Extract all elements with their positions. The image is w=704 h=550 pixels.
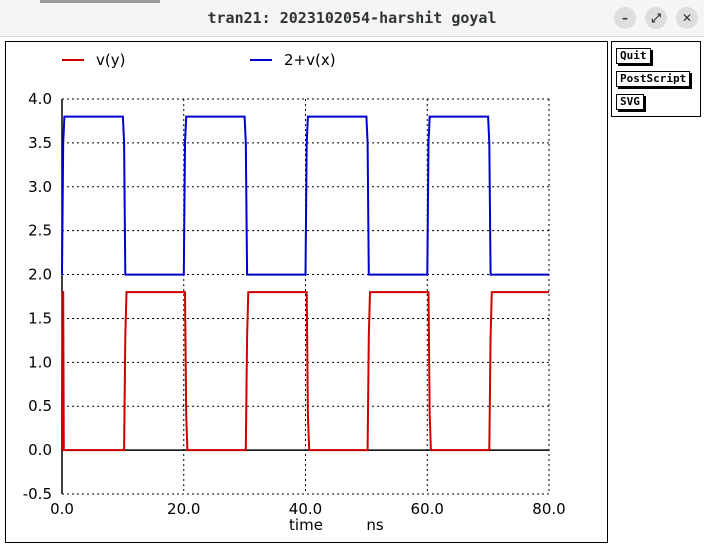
waveform-plot: 4.03.53.02.52.01.51.00.50.0-0.50.0 20.0 40…	[23, 51, 566, 534]
x-tick-label: 0.0	[50, 500, 74, 518]
x-tick-label: 60.0	[411, 500, 444, 518]
button-panel: Quit PostScript SVG	[611, 41, 701, 117]
y-tick-label: 2.0	[28, 266, 52, 284]
y-tick-label: -0.5	[23, 485, 52, 503]
y-tick-label: 3.5	[28, 134, 52, 152]
plot-area[interactable]: 4.0 3.5 3.0 2.5 2.0 1.5 1.0 0.5 0.0 -0.5 0.0 20.0 40…	[5, 41, 608, 543]
series-line-vy	[61, 291, 549, 452]
x-axis-label: time	[289, 516, 323, 534]
window-title: tran21: 2023102054-harshit goyal	[207, 9, 497, 27]
y-tick-label: 1.0	[28, 353, 52, 371]
legend-label-vy: v(y)	[96, 51, 125, 69]
quit-button[interactable]: Quit	[616, 48, 651, 64]
y-tick-label: 2.5	[28, 222, 52, 240]
y-tick-label: 0.5	[28, 397, 52, 415]
y-tick-label: 1.5	[28, 309, 52, 327]
close-button[interactable]: ✕	[676, 7, 698, 29]
y-tick-label: 0.0	[28, 441, 52, 459]
svg-button[interactable]: SVG	[616, 94, 644, 110]
x-tick-label: 40.0	[289, 500, 322, 518]
postscript-button[interactable]: PostScript	[616, 71, 691, 87]
maximize-button[interactable]: ⤢	[645, 7, 667, 29]
x-axis-unit: ns	[366, 516, 384, 534]
window-titlebar: tran21: 2023102054-harshit goyal – ⤢ ✕	[0, 0, 704, 37]
series-line-vx	[61, 115, 549, 276]
legend-label-vx: 2+v(x)	[284, 51, 336, 69]
y-tick-label: 3.0	[28, 178, 52, 196]
x-tick-label: 80.0	[532, 500, 565, 518]
background-window-edge	[40, 0, 160, 3]
y-tick-label: 4.0	[28, 90, 52, 108]
minimize-button[interactable]: –	[614, 7, 636, 29]
x-tick-label: 20.0	[167, 500, 200, 518]
